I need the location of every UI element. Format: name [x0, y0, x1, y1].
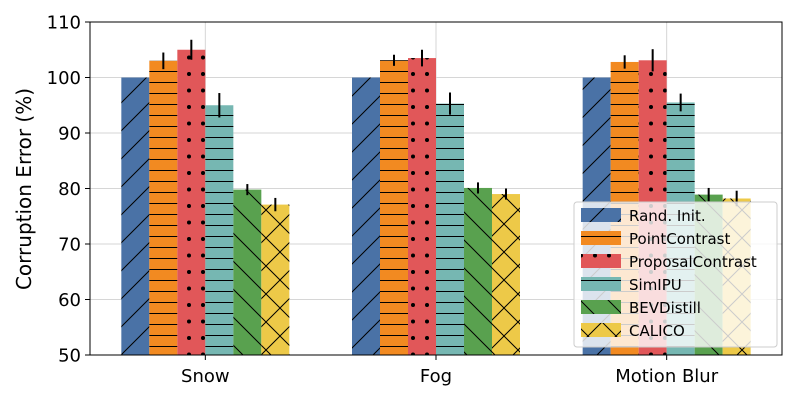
y-axis-label: Corruption Error (%) — [12, 88, 36, 290]
bar-hatch-bevdistill-fog — [464, 187, 492, 355]
y-tick-label: 90 — [58, 124, 81, 145]
legend-label-simipu: SimIPU — [629, 276, 682, 294]
legend-swatch-hatch-simipu — [581, 277, 621, 291]
legend-label-proposalcontrast: ProposalContrast — [629, 253, 757, 271]
legend-label-bevdistill: BEVDistill — [629, 299, 701, 317]
bar-hatch-rand-init-snow — [121, 77, 150, 355]
bar-hatch-proposalcontrast-snow — [177, 49, 206, 355]
x-tick-label-snow: Snow — [181, 366, 230, 387]
bar-hatch-pointcontrast-snow — [149, 60, 178, 355]
bar-hatch-rand-init-fog — [352, 77, 380, 355]
legend-label-pointcontrast: PointContrast — [629, 230, 730, 248]
legend-label-rand-init: Rand. Init. — [629, 207, 706, 225]
bar-hatch-simipu-fog — [436, 103, 464, 356]
bar-hatch-bevdistill-snow — [233, 189, 262, 355]
legend-label-calico: CALICO — [629, 322, 685, 340]
y-tick-label: 70 — [58, 235, 81, 256]
y-tick-label: 50 — [58, 346, 81, 367]
legend-swatch-hatch-rand-init — [581, 208, 621, 222]
x-axis: Snow Fog Motion Blur — [181, 355, 719, 387]
y-tick-label: 80 — [58, 179, 81, 200]
legend-swatch-hatch-bevdistill — [581, 300, 621, 314]
legend-swatch-hatch-calico — [581, 323, 621, 337]
y-tick-label: 60 — [58, 290, 81, 311]
error-bars — [162, 39, 738, 212]
y-tick-label: 100 — [47, 68, 81, 89]
legend: Rand. Init. PointContrast ProposalContrast… — [573, 201, 778, 348]
legend-swatch-hatch-proposalcontrast — [581, 254, 621, 268]
bar-hatch-proposalcontrast-fog — [408, 58, 436, 355]
bar-hatch-simipu-snow — [205, 105, 234, 355]
bar-hatch-calico-snow — [261, 204, 290, 355]
bar-hatch-pointcontrast-fog — [380, 60, 408, 356]
y-tick-label: 110 — [47, 13, 81, 34]
bar-hatch-calico-fog — [492, 194, 520, 355]
legend-frame — [573, 201, 778, 348]
y-axis: 50 60 70 80 90 100 110 — [47, 13, 90, 367]
legend-swatch-hatch-pointcontrast — [581, 231, 621, 245]
x-tick-label-fog: Fog — [420, 366, 452, 387]
x-tick-label-motion-blur: Motion Blur — [615, 366, 719, 387]
